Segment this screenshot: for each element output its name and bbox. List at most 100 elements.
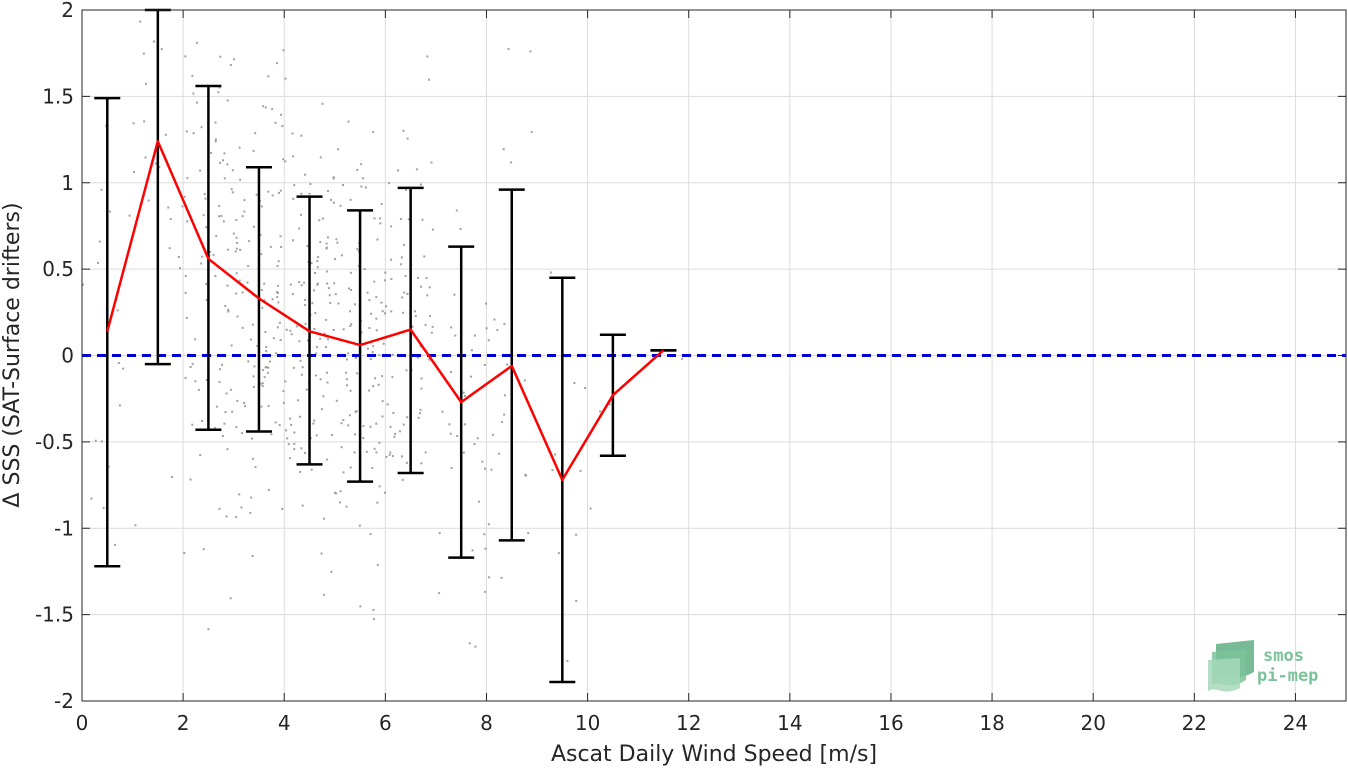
scatter-point bbox=[378, 485, 381, 488]
scatter-point bbox=[285, 328, 288, 331]
scatter-point bbox=[98, 240, 101, 243]
scatter-point bbox=[261, 306, 264, 309]
scatter-point bbox=[335, 399, 338, 402]
scatter-point bbox=[284, 380, 287, 383]
scatter-point bbox=[375, 317, 378, 320]
scatter-point bbox=[191, 363, 194, 366]
y-tick-labels: -2 -1.5 -1 -0.5 0 0.5 1 1.5 2 bbox=[35, 0, 74, 713]
scatter-point bbox=[220, 214, 223, 217]
scatter-point bbox=[254, 466, 257, 469]
scatter-point bbox=[289, 329, 292, 332]
scatter-point bbox=[314, 374, 317, 377]
scatter-point bbox=[362, 437, 365, 440]
scatter-point bbox=[425, 276, 428, 279]
scatter-point bbox=[300, 192, 303, 195]
scatter-point bbox=[282, 158, 285, 161]
scatter-point bbox=[300, 284, 303, 287]
scatter-point bbox=[263, 376, 266, 379]
scatter-point bbox=[286, 437, 289, 440]
scatter-point bbox=[191, 74, 194, 77]
scatter-point bbox=[345, 505, 348, 508]
scatter-point bbox=[298, 415, 301, 418]
scatter-point bbox=[241, 291, 244, 294]
scatter-point bbox=[179, 267, 181, 270]
scatter-point bbox=[491, 433, 494, 436]
scatter-point bbox=[243, 210, 246, 213]
scatter-point bbox=[275, 352, 278, 355]
scatter-point bbox=[267, 489, 270, 491]
scatter-point bbox=[278, 424, 281, 427]
scatter-point bbox=[316, 346, 318, 349]
scatter-point bbox=[313, 289, 316, 292]
scatter-point bbox=[291, 132, 294, 135]
scatter-point bbox=[203, 193, 206, 196]
scatter-point bbox=[484, 590, 487, 593]
scatter-point bbox=[293, 442, 296, 445]
scatter-point bbox=[449, 370, 452, 373]
scatter-point bbox=[235, 292, 238, 295]
scatter-point bbox=[274, 121, 277, 124]
scatter-point bbox=[144, 156, 147, 159]
scatter-point bbox=[406, 461, 408, 464]
scatter-point bbox=[311, 302, 314, 305]
scatter-point bbox=[304, 173, 306, 176]
scatter-point bbox=[290, 333, 293, 336]
scatter-point bbox=[468, 642, 471, 645]
scatter-point bbox=[194, 338, 197, 341]
scatter-point bbox=[356, 168, 359, 171]
scatter-point bbox=[263, 282, 266, 285]
scatter-point bbox=[122, 367, 125, 370]
scatter-point bbox=[400, 263, 403, 266]
scatter-point bbox=[417, 276, 419, 279]
scatter-point bbox=[406, 416, 409, 419]
scatter-point bbox=[191, 423, 194, 426]
scatter-point bbox=[406, 137, 409, 140]
scatter-point bbox=[133, 171, 135, 173]
scatter-point bbox=[406, 292, 409, 295]
scatter-point bbox=[388, 182, 391, 185]
scatter-point bbox=[307, 339, 309, 342]
scatter-point bbox=[378, 354, 381, 357]
scatter-point bbox=[214, 138, 217, 141]
scatter-point bbox=[424, 451, 427, 454]
scatter-point bbox=[255, 193, 258, 196]
scatter-points bbox=[82, 20, 684, 663]
scatter-point bbox=[363, 268, 366, 271]
scatter-point bbox=[205, 283, 208, 286]
scatter-point bbox=[274, 421, 277, 424]
scatter-point bbox=[218, 507, 221, 510]
scatter-point bbox=[374, 377, 377, 380]
scatter-point bbox=[332, 177, 335, 180]
scatter-point bbox=[385, 455, 388, 458]
scatter-point bbox=[282, 49, 285, 52]
scatter-point bbox=[369, 533, 372, 536]
logo-text-smos: smos bbox=[1263, 646, 1304, 666]
scatter-point bbox=[128, 214, 131, 217]
scatter-point bbox=[551, 469, 554, 472]
scatter-point bbox=[503, 413, 506, 416]
scatter-point bbox=[153, 40, 155, 43]
scatter-point bbox=[392, 412, 395, 414]
scatter-point bbox=[332, 176, 335, 179]
scatter-point bbox=[386, 403, 389, 406]
scatter-point bbox=[323, 517, 326, 520]
scatter-point bbox=[483, 364, 486, 366]
scatter-point bbox=[403, 243, 406, 246]
scatter-point bbox=[385, 305, 388, 308]
scatter-point bbox=[186, 220, 189, 223]
x-tick-label: 10 bbox=[575, 711, 600, 735]
scatter-point bbox=[238, 279, 241, 282]
scatter-point bbox=[235, 236, 238, 239]
scatter-point bbox=[235, 516, 238, 519]
scatter-point bbox=[380, 203, 383, 205]
scatter-point bbox=[423, 255, 426, 258]
scatter-point bbox=[431, 325, 434, 328]
scatter-point bbox=[428, 358, 431, 361]
scatter-point bbox=[232, 232, 235, 235]
y-tick-label: 1 bbox=[61, 171, 74, 195]
scatter-point bbox=[349, 271, 352, 274]
y-tick-label: -1 bbox=[54, 516, 74, 540]
scatter-point bbox=[335, 238, 338, 241]
scatter-point bbox=[185, 316, 188, 319]
